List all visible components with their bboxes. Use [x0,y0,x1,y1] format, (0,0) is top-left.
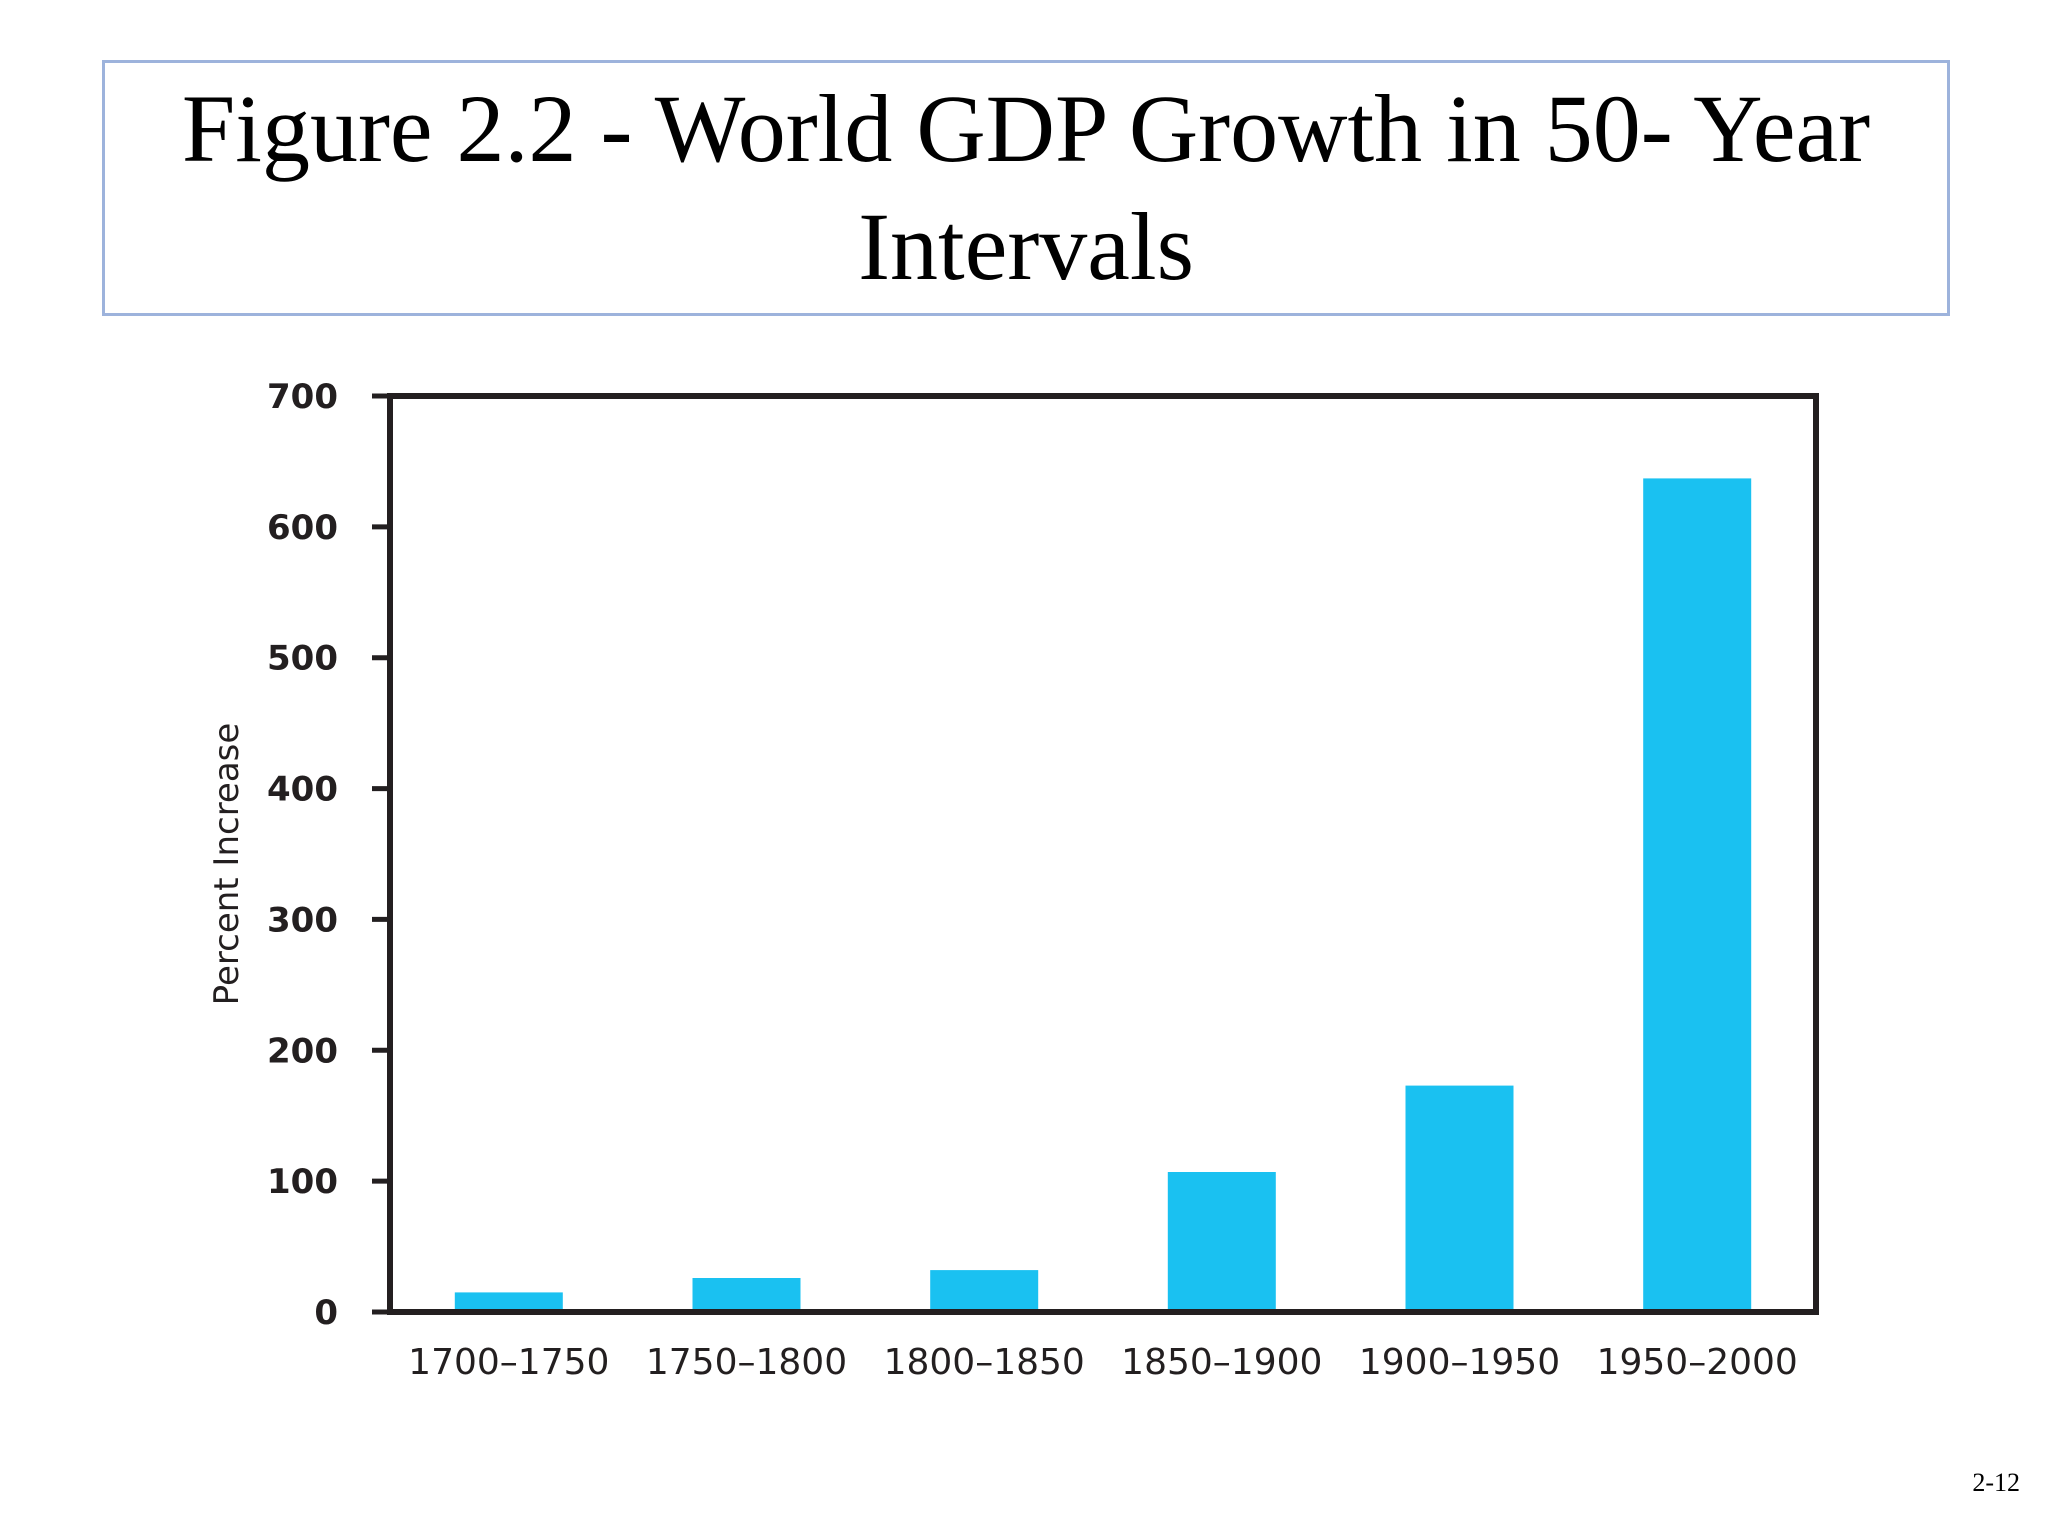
title-box: Figure 2.2 - World GDP Growth in 50- Yea… [102,60,1950,316]
x-category-label-1: 1750–1800 [646,1342,847,1383]
x-category-label-0: 1700–1750 [408,1342,609,1383]
bar-1 [692,1278,801,1312]
x-category-label-3: 1850–1900 [1121,1342,1322,1383]
slide-number: 2-12 [1972,1468,2020,1497]
bar-4 [1405,1085,1514,1312]
bar-5 [1643,478,1752,1312]
x-category-label-4: 1900–1950 [1359,1342,1560,1383]
y-tick-label-0: 0 [314,1293,338,1333]
y-axis-title: Percent Increase [207,723,247,1006]
y-tick-label-3: 300 [267,900,338,940]
y-tick-label-1: 100 [267,1162,338,1202]
plot-frame [387,393,1819,1315]
y-tick-label-6: 600 [267,508,338,548]
x-category-label-5: 1950–2000 [1597,1342,1798,1383]
x-category-label-2: 1800–1850 [884,1342,1085,1383]
bar-2 [930,1270,1039,1312]
y-tick-label-4: 400 [267,770,338,810]
bar-0 [454,1292,563,1312]
y-tick-label-5: 500 [267,639,338,679]
slide-title: Figure 2.2 - World GDP Growth in 50- Yea… [181,75,1871,300]
y-tick-label-7: 700 [267,377,338,417]
bar-3 [1167,1172,1276,1312]
y-tick-label-2: 200 [267,1031,338,1071]
